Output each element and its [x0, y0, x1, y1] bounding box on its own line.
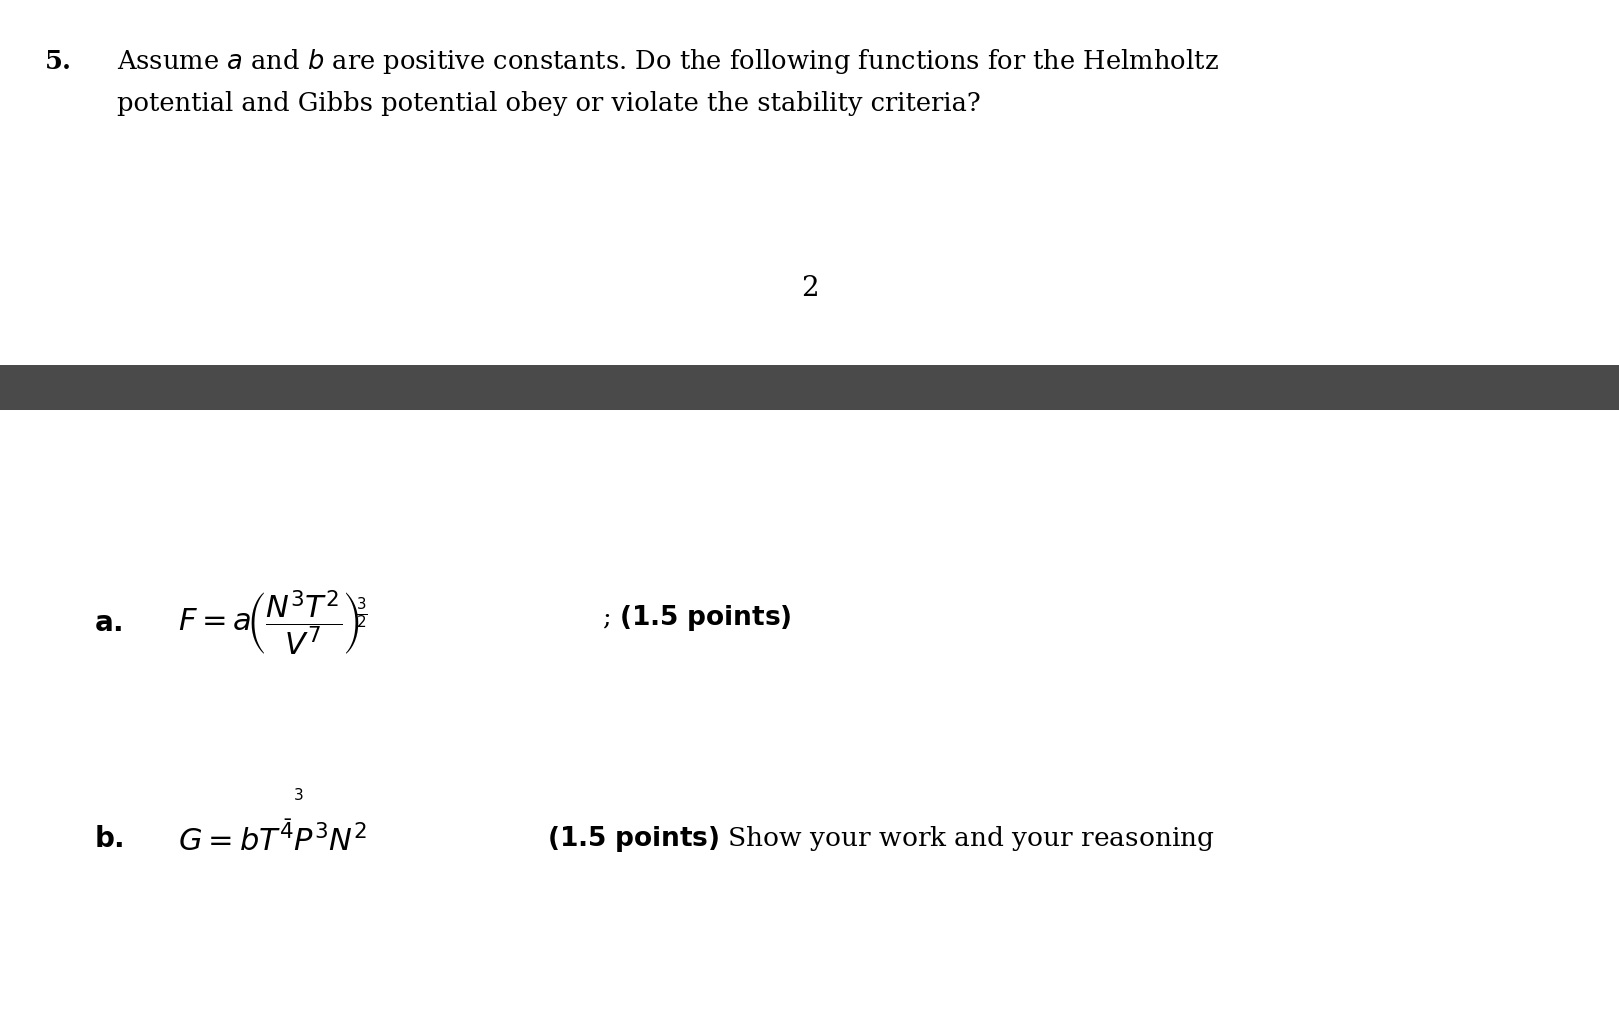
Text: potential and Gibbs potential obey or violate the stability criteria?: potential and Gibbs potential obey or vi…: [117, 91, 981, 116]
Text: $F = a\!\left(\dfrac{N^3T^2}{V^7}\right)^{\!\!\frac{3}{2}}$: $F = a\!\left(\dfrac{N^3T^2}{V^7}\right)…: [178, 589, 368, 657]
Text: $\mathbf{(1.5\ points)}$ Show your work and your reasoning: $\mathbf{(1.5\ points)}$ Show your work …: [547, 824, 1214, 854]
FancyBboxPatch shape: [0, 365, 1619, 410]
Text: Assume $a$ and $b$ are positive constants. Do the following functions for the He: Assume $a$ and $b$ are positive constant…: [117, 47, 1219, 76]
Text: $\mathbf{a.}$: $\mathbf{a.}$: [94, 609, 123, 637]
Text: 5.: 5.: [45, 49, 73, 74]
Text: $3$: $3$: [293, 787, 303, 803]
Text: ; $\mathbf{(1.5\ points)}$: ; $\mathbf{(1.5\ points)}$: [602, 603, 792, 633]
Text: 2: 2: [801, 276, 818, 302]
Text: $\mathbf{b.}$: $\mathbf{b.}$: [94, 825, 123, 853]
Text: $G = bT^{\bar{4}}P^3N^2$: $G = bT^{\bar{4}}P^3N^2$: [178, 821, 368, 857]
